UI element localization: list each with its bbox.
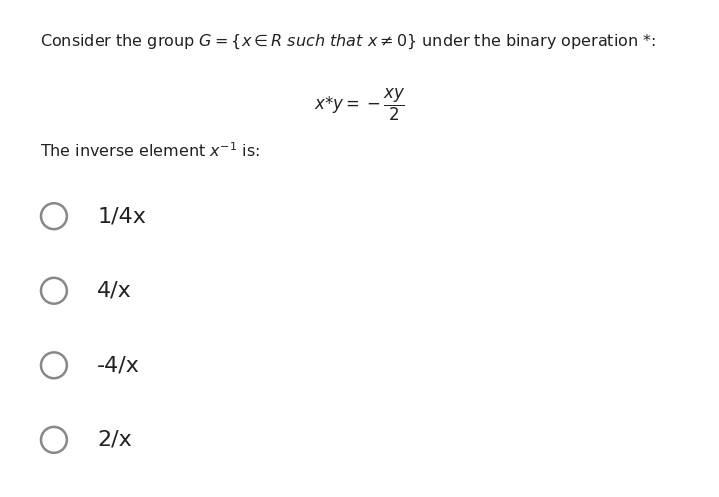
Text: The inverse element $x^{-1}$ is:: The inverse element $x^{-1}$ is: — [40, 142, 260, 161]
Text: 1/4x: 1/4x — [97, 206, 146, 226]
Text: -4/x: -4/x — [97, 355, 140, 375]
Text: 4/x: 4/x — [97, 281, 132, 301]
Text: $x{*}y = -\dfrac{xy}{2}$: $x{*}y = -\dfrac{xy}{2}$ — [314, 87, 405, 123]
Text: Consider the group $G = \{x \in R\ \mathit{such\ that}\ x \neq 0\}$ under the bi: Consider the group $G = \{x \in R\ \math… — [40, 32, 656, 51]
Text: 2/x: 2/x — [97, 430, 132, 450]
